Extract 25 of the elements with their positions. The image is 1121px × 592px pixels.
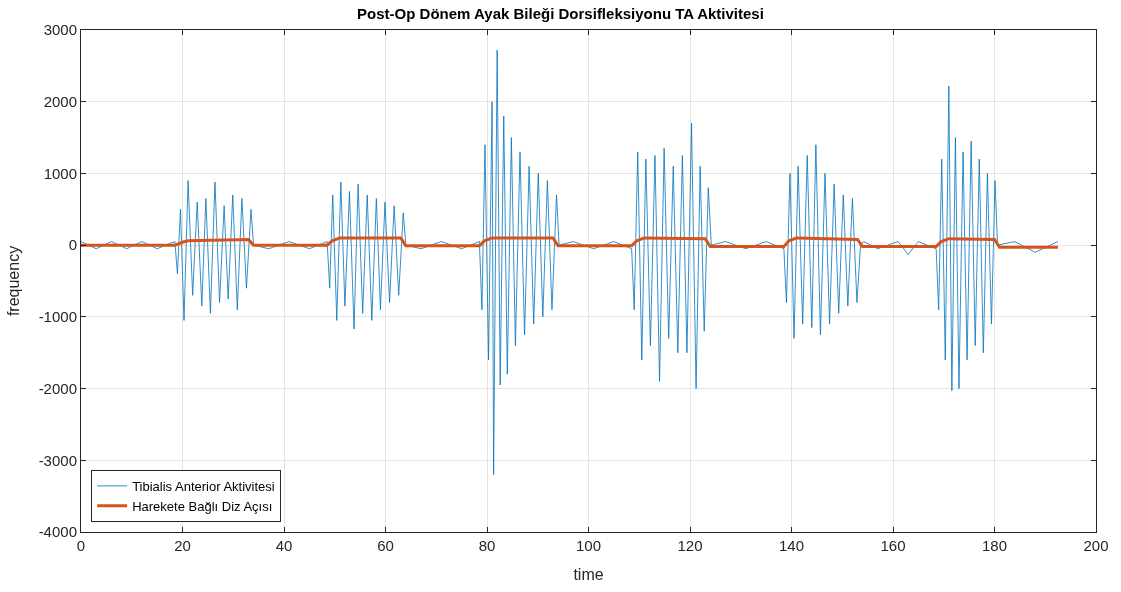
x-tick-label: 140 <box>778 537 805 554</box>
y-tick-label: -2000 <box>38 379 77 397</box>
x-tick-label: 200 <box>1083 537 1109 554</box>
y-tick-label: -1000 <box>38 308 77 326</box>
legend-label: Harekete Bağlı Diz Açısı <box>132 498 273 514</box>
y-tick-label: 0 <box>68 236 77 254</box>
x-tick-label: 80 <box>478 537 496 554</box>
y-axis-title: frequency <box>4 245 22 317</box>
x-tick-label: 160 <box>880 537 906 554</box>
x-tick-label: 60 <box>377 537 394 554</box>
y-tick-label: 3000 <box>43 21 77 39</box>
y-tick-label: 2000 <box>43 92 77 110</box>
x-tick-label: 180 <box>981 537 1008 554</box>
x-tick-label: 20 <box>174 537 191 554</box>
x-tick-label: 100 <box>575 537 602 554</box>
y-tick-label: -4000 <box>38 523 77 541</box>
y-tick-label: 1000 <box>43 164 77 182</box>
line-series <box>81 49 1059 476</box>
legend-label: Tibialis Anterior Aktivitesi <box>132 478 275 494</box>
x-tick-label: 40 <box>275 537 293 554</box>
y-tick-label: -3000 <box>38 451 77 469</box>
chart-title: Post-Op Dönem Ayak Bileği Dorsifleksiyonu TA Aktivitesi <box>357 5 764 23</box>
line-series <box>81 236 1060 249</box>
x-tick-label: 120 <box>677 537 703 554</box>
x-axis-title: time <box>573 565 604 583</box>
